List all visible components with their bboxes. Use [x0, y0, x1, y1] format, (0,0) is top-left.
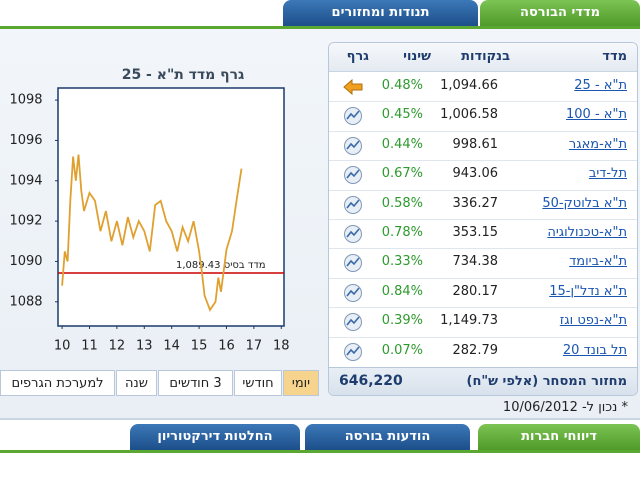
index-name[interactable]: ת"א-מאגר — [568, 136, 627, 152]
x-tick-label: 11 — [81, 339, 98, 354]
header-cell: מדד — [602, 49, 627, 64]
row-divider — [329, 336, 637, 338]
header-cell: שינוי — [403, 49, 431, 64]
graph-icon[interactable] — [342, 283, 364, 303]
graph-icon[interactable] — [342, 253, 364, 273]
tab-underline — [0, 450, 640, 453]
row-divider — [329, 248, 637, 250]
points: 1,006.58 — [440, 107, 498, 123]
change: 0.48% — [381, 78, 423, 93]
row-divider — [329, 189, 637, 191]
range-button[interactable]: שנה — [116, 370, 157, 396]
base-line-label: מדד בסיס 1,089.43 — [176, 260, 266, 271]
y-tick-label: 1092 — [9, 214, 42, 229]
change: 0.58% — [381, 195, 423, 211]
index-name[interactable]: ת"א-טכנולוגיה — [547, 225, 627, 240]
x-tick-label: 13 — [136, 339, 153, 354]
range-button[interactable]: חודשי — [234, 370, 282, 396]
index-table: מדד בנקודות שינוי גרף מחזור המסחר (אלפי … — [328, 42, 638, 396]
row-divider — [329, 307, 637, 309]
footer-value: 646,220 — [339, 373, 403, 389]
points: 280.17 — [452, 283, 499, 299]
tab[interactable]: החלטות דירקטוריון — [130, 424, 300, 450]
points: 353.15 — [452, 225, 499, 240]
graph-icon[interactable] — [342, 342, 364, 362]
x-tick-label: 18 — [273, 339, 290, 354]
index-name[interactable]: ת"א בלוטק-50 — [542, 195, 627, 211]
range-button[interactable]: למערכת הגרפים — [0, 370, 115, 396]
points: 336.27 — [452, 195, 499, 211]
change: 0.84% — [381, 283, 423, 299]
table-header — [329, 43, 637, 72]
x-tick-label: 10 — [54, 339, 71, 354]
header-cell: גרף — [346, 49, 369, 64]
index-name[interactable]: ת"א - 100 — [566, 107, 627, 123]
range-button[interactable]: 3 חודשים — [158, 370, 233, 396]
y-tick-label: 1088 — [9, 294, 42, 309]
x-tick-label: 14 — [163, 339, 180, 354]
graph-icon[interactable] — [342, 312, 364, 332]
index-chart: גרף מדד ת"א - 25 1088 1090 1092 1094 1096 109… — [9, 67, 290, 354]
x-tick-label: 17 — [246, 339, 263, 354]
change: 0.45% — [381, 107, 423, 123]
index-line — [61, 154, 243, 312]
graph-icon[interactable] — [342, 224, 364, 244]
row-divider — [329, 130, 637, 132]
y-tick-label: 1096 — [9, 133, 42, 148]
row-divider — [329, 219, 637, 220]
index-name[interactable]: תל בונד 20 — [562, 342, 627, 358]
footer-label: מחזור המסחר (אלפי ש"ח) — [466, 374, 628, 389]
points: 1,094.66 — [440, 78, 498, 93]
graph-icon[interactable] — [342, 77, 364, 97]
change: 0.07% — [381, 342, 423, 358]
points: 282.79 — [452, 342, 499, 358]
index-name[interactable]: ת"א נדל"ן-15 — [549, 283, 627, 299]
graph-icon[interactable] — [342, 136, 364, 156]
row-divider — [329, 101, 637, 103]
y-tick-label: 1090 — [9, 254, 42, 269]
tab[interactable]: הודעות בורסה — [305, 424, 470, 450]
as-of-note: * נכון ל- 10/06/2012 — [502, 400, 628, 415]
x-tick-label: 16 — [218, 339, 235, 354]
tab[interactable]: מדדי הבורסה — [480, 0, 640, 26]
x-tick-label: 12 — [109, 339, 126, 354]
plot-area — [57, 87, 285, 327]
tab[interactable]: תנודות ומחזורים — [283, 0, 478, 26]
y-tick-label: 1094 — [9, 173, 42, 188]
index-name[interactable]: ת"א-נפט וגז — [559, 313, 627, 329]
points: 943.06 — [452, 166, 499, 182]
points: 1,149.73 — [440, 313, 498, 329]
tab[interactable]: דיווחי חברות — [478, 424, 640, 450]
change: 0.33% — [381, 254, 423, 270]
row-divider — [329, 277, 637, 279]
x-tick-label: 15 — [191, 339, 208, 354]
table-footer — [329, 367, 637, 395]
points: 998.61 — [452, 136, 499, 152]
row-divider — [329, 160, 637, 162]
range-button[interactable]: יומי — [283, 370, 319, 396]
chart-title: גרף מדד ת"א - 25 — [122, 67, 245, 83]
change: 0.44% — [381, 136, 423, 152]
index-name[interactable]: ת"א-ביומד — [569, 254, 627, 270]
graph-icon[interactable] — [342, 195, 364, 215]
index-name[interactable]: ת"א - 25 — [574, 78, 627, 93]
header-cell: בנקודות — [461, 49, 510, 64]
points: 734.38 — [452, 254, 499, 270]
graph-icon[interactable] — [342, 106, 364, 126]
index-name[interactable]: תל-דיב — [588, 166, 627, 182]
change: 0.78% — [381, 225, 423, 240]
change: 0.39% — [381, 313, 423, 329]
graph-icon[interactable] — [342, 165, 364, 185]
y-tick-label: 1098 — [9, 93, 42, 108]
change: 0.67% — [381, 166, 423, 182]
